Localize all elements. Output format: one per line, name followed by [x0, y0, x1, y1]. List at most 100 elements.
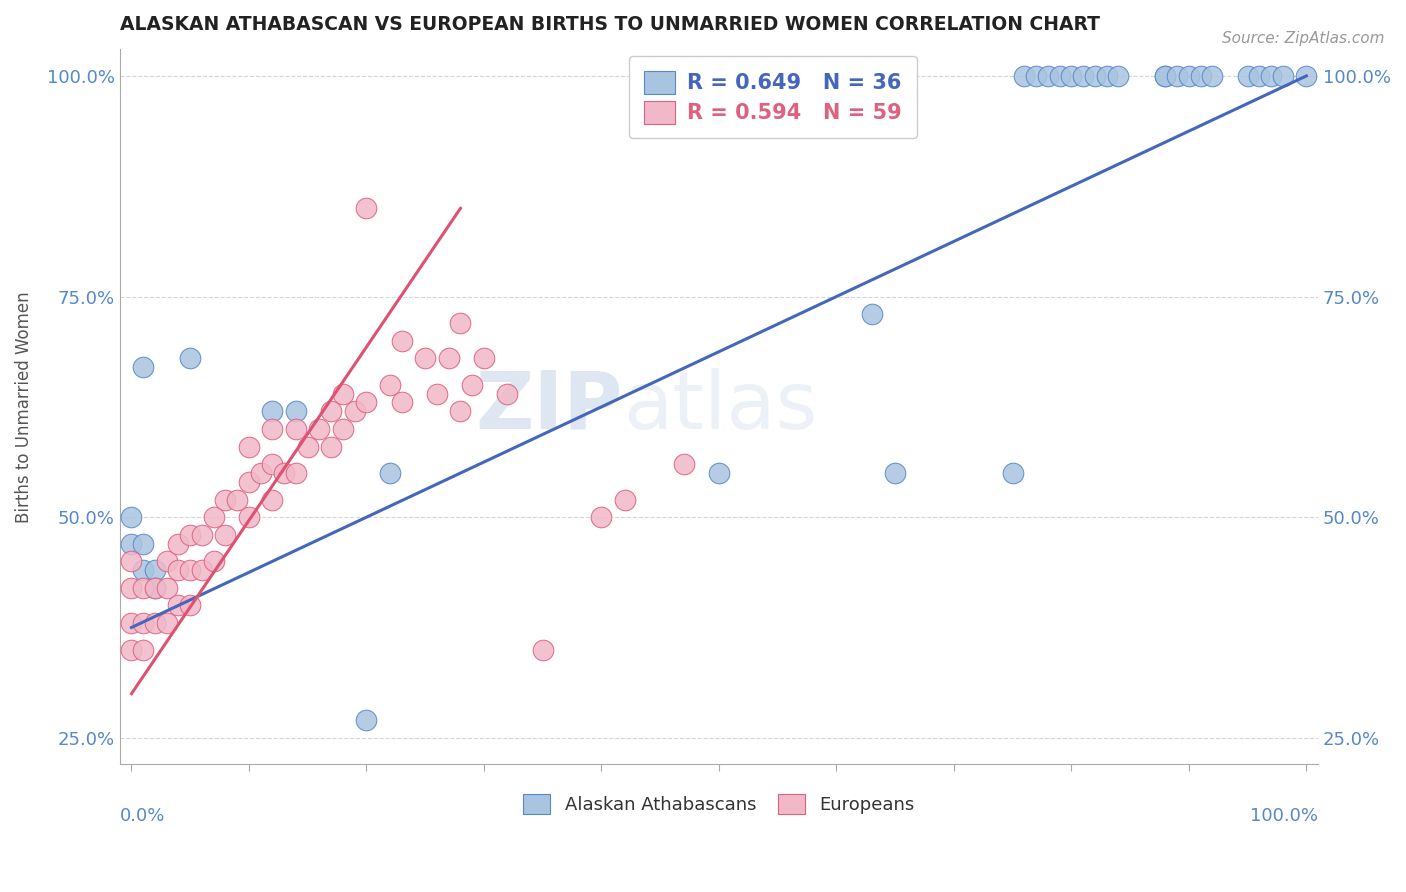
Point: [156, 554, 179, 568]
Point: [143, 616, 166, 631]
Point: [156, 616, 179, 631]
Point: [132, 360, 155, 375]
Point: [1154, 69, 1177, 83]
Point: [143, 563, 166, 577]
Point: [121, 554, 143, 568]
Point: [860, 307, 883, 321]
Point: [132, 642, 155, 657]
Point: [321, 440, 343, 454]
Point: [179, 599, 201, 613]
Point: [179, 563, 201, 577]
Point: [167, 536, 190, 550]
Point: [1201, 69, 1223, 83]
Point: [202, 510, 225, 524]
Point: [413, 351, 436, 366]
Point: [321, 404, 343, 418]
Point: [1036, 69, 1059, 83]
Point: [297, 440, 319, 454]
Point: [378, 377, 401, 392]
Point: [1295, 69, 1317, 83]
Point: [249, 466, 271, 480]
Point: [472, 351, 495, 366]
Point: [391, 334, 413, 348]
Point: [343, 404, 366, 418]
Point: [273, 466, 295, 480]
Point: [132, 581, 155, 595]
Point: [226, 492, 249, 507]
Point: [1271, 69, 1294, 83]
Point: [285, 404, 308, 418]
Point: [1084, 69, 1107, 83]
Point: [1060, 69, 1083, 83]
Point: [1154, 69, 1177, 83]
Point: [191, 563, 214, 577]
Legend: Alaskan Athabascans, Europeans: Alaskan Athabascans, Europeans: [515, 785, 924, 823]
Point: [461, 377, 484, 392]
Point: [1049, 69, 1071, 83]
Point: [262, 492, 284, 507]
Text: ZIP: ZIP: [475, 368, 623, 446]
Point: [143, 581, 166, 595]
Point: [285, 422, 308, 436]
Point: [356, 713, 378, 727]
Point: [1001, 466, 1024, 480]
Point: [121, 510, 143, 524]
Text: Source: ZipAtlas.com: Source: ZipAtlas.com: [1222, 31, 1385, 46]
Point: [332, 386, 354, 401]
Point: [121, 616, 143, 631]
Point: [1095, 69, 1118, 83]
Point: [167, 563, 190, 577]
Point: [179, 351, 201, 366]
Point: [1014, 69, 1036, 83]
Point: [613, 492, 636, 507]
Point: [262, 404, 284, 418]
Point: [121, 581, 143, 595]
Point: [450, 404, 472, 418]
Point: [1166, 69, 1188, 83]
Point: [332, 422, 354, 436]
Point: [391, 395, 413, 409]
Point: [262, 457, 284, 471]
Point: [1189, 69, 1212, 83]
Point: [308, 422, 330, 436]
Point: [202, 554, 225, 568]
Point: [531, 642, 554, 657]
Point: [1071, 69, 1094, 83]
Point: [121, 642, 143, 657]
Point: [262, 422, 284, 436]
Point: [191, 528, 214, 542]
Point: [132, 616, 155, 631]
Y-axis label: Births to Unmarried Women: Births to Unmarried Women: [15, 291, 32, 523]
Point: [356, 202, 378, 216]
Point: [238, 510, 260, 524]
Point: [884, 466, 907, 480]
Text: 0.0%: 0.0%: [120, 807, 165, 825]
Point: [426, 386, 449, 401]
Point: [167, 599, 190, 613]
Point: [132, 536, 155, 550]
Point: [672, 457, 695, 471]
Point: [214, 528, 236, 542]
Point: [1260, 69, 1282, 83]
Point: [378, 466, 401, 480]
Point: [1025, 69, 1047, 83]
Point: [238, 475, 260, 489]
Point: [238, 440, 260, 454]
Point: [285, 466, 308, 480]
Point: [707, 466, 730, 480]
Point: [121, 536, 143, 550]
Text: 100.0%: 100.0%: [1250, 807, 1319, 825]
Point: [1178, 69, 1201, 83]
Point: [214, 492, 236, 507]
Text: atlas: atlas: [623, 368, 817, 446]
Point: [132, 563, 155, 577]
Point: [450, 316, 472, 330]
Point: [496, 386, 519, 401]
Point: [1107, 69, 1129, 83]
Point: [143, 581, 166, 595]
Point: [591, 510, 613, 524]
Point: [179, 528, 201, 542]
Point: [156, 581, 179, 595]
Text: ALASKAN ATHABASCAN VS EUROPEAN BIRTHS TO UNMARRIED WOMEN CORRELATION CHART: ALASKAN ATHABASCAN VS EUROPEAN BIRTHS TO…: [120, 15, 1099, 34]
Point: [1249, 69, 1271, 83]
